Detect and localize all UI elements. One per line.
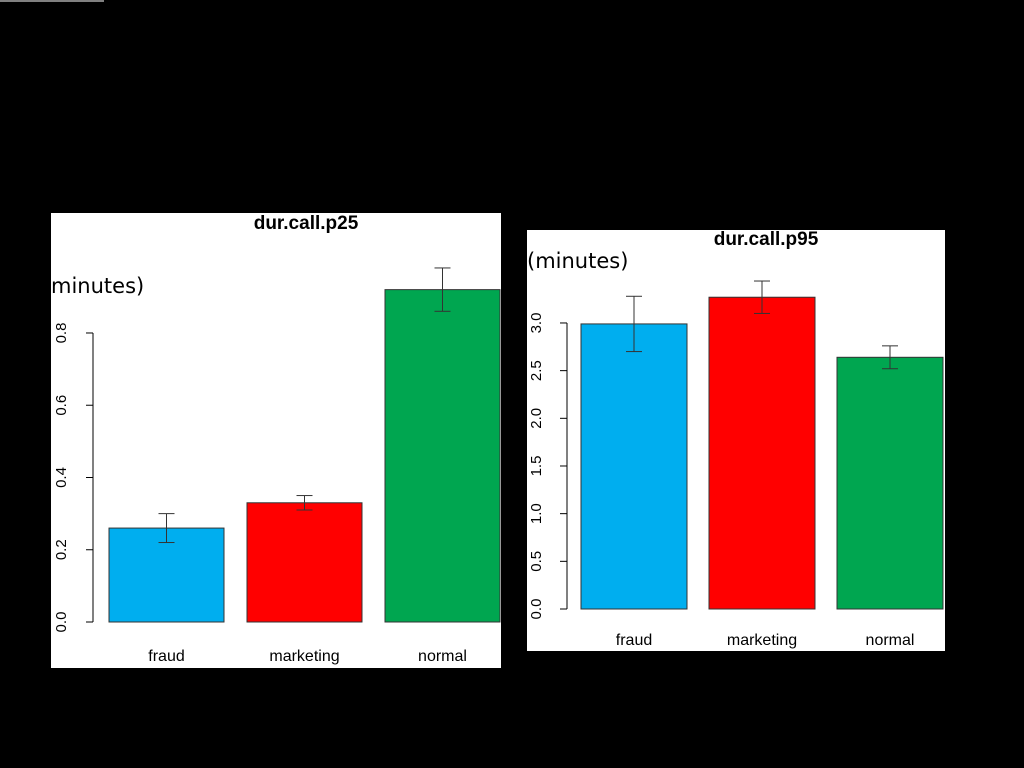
x-tick-label: fraud: [148, 648, 184, 665]
y-tick-label: 3.0: [528, 313, 545, 334]
y-tick-label: 2.5: [528, 360, 545, 381]
chart-title: dur.call.p25: [254, 213, 359, 234]
y-tick-label: 0.0: [528, 599, 545, 620]
y-tick-label: 0.8: [53, 323, 70, 344]
y-tick-label: 1.0: [528, 503, 545, 524]
y-tick-label: 0.4: [53, 467, 70, 488]
y-tick-label: 0.6: [53, 395, 70, 416]
chart-title: dur.call.p95: [714, 229, 819, 250]
bar: [246, 502, 363, 623]
y-tick-label: 0.2: [53, 539, 70, 560]
bar: [708, 296, 816, 610]
y-axis-label: (minutes): [527, 249, 628, 273]
x-tick-label: normal: [866, 632, 915, 649]
y-axis-label: minutes): [51, 274, 144, 298]
x-tick-label: marketing: [727, 632, 797, 649]
bar: [836, 356, 944, 610]
bar: [580, 323, 688, 610]
x-tick-label: marketing: [269, 648, 339, 665]
bar: [384, 289, 501, 623]
y-tick-label: 1.5: [528, 456, 545, 477]
y-tick-label: 2.0: [528, 408, 545, 429]
x-tick-label: normal: [418, 648, 467, 665]
y-tick-label: 0.5: [528, 551, 545, 572]
x-tick-label: fraud: [616, 632, 652, 649]
y-tick-label: 0.0: [53, 612, 70, 633]
